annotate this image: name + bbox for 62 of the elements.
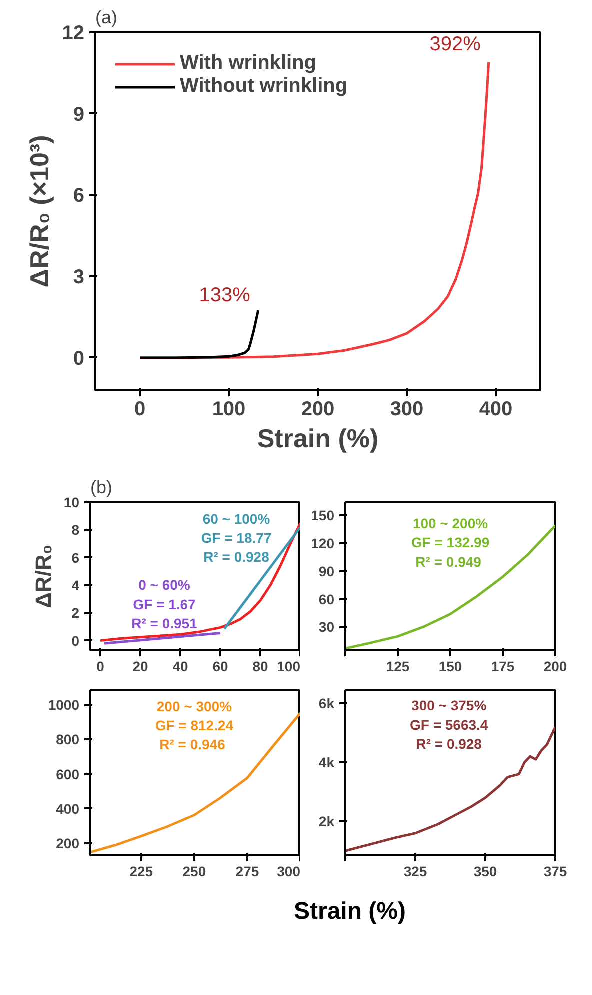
chart-title: (b): [90, 478, 112, 498]
y-tick-label: 400: [56, 800, 80, 817]
x-tick-label: 0: [134, 398, 146, 420]
x-tick-label: 325: [404, 864, 428, 880]
x-axis-title: Strain (%): [294, 897, 406, 927]
x-tick-label: 200: [544, 658, 568, 674]
y-tick-label: 8: [72, 522, 80, 538]
x-tick-label: 40: [172, 658, 188, 674]
y-tick-label: 800: [56, 732, 80, 748]
annotation: 392%: [430, 34, 482, 56]
annotation: 100 ~ 200% GF = 132.99 R² = 0.949: [411, 516, 490, 570]
x-tick-label: 375: [544, 864, 568, 880]
x-tick-label: 80: [252, 658, 268, 674]
annotation: 0 ~ 60% GF = 1.67 R² = 0.951: [132, 577, 198, 632]
y-tick-label: 600: [56, 766, 80, 782]
y-tick-label: 1000: [48, 697, 80, 714]
x-tick-label: 100: [277, 658, 301, 674]
y-tick-label: 6k: [318, 695, 335, 712]
x-tick-label: 300: [277, 864, 301, 880]
y-tick-label: 4: [72, 577, 80, 594]
y-tick-label: 6: [73, 185, 84, 208]
legend-label: Without wrinkling: [180, 75, 348, 98]
y-tick-label: 90: [318, 563, 335, 580]
chart-title: (a): [96, 8, 118, 28]
y-tick-label: 200: [56, 835, 80, 852]
y-tick-label: 3: [73, 266, 84, 289]
line-series: [138, 309, 260, 360]
x-tick-label: 300: [390, 398, 424, 420]
y-tick-label: 12: [62, 22, 85, 44]
y-tick-label: 150: [311, 508, 335, 524]
x-tick-label: 0: [96, 658, 105, 674]
x-tick-label: 250: [182, 864, 206, 880]
x-tick-label: 20: [132, 658, 148, 674]
annotation: 60 ~ 100% GF = 18.77 R² = 0.928: [201, 510, 272, 566]
y-axis-title: ΔR/R₀: [30, 544, 56, 608]
y-tick-label: 4k: [318, 754, 335, 771]
y-tick-label: 30: [318, 619, 335, 636]
x-tick-label: 125: [386, 658, 410, 674]
x-tick-label: 100: [212, 398, 246, 420]
annotation: 300 ~ 375% GF = 5663.4 R² = 0.928: [410, 698, 488, 752]
x-tick-label: 60: [212, 658, 228, 674]
y-tick-label: 2k: [318, 814, 335, 830]
y-axis-title: ΔR/R₀ (×10³): [24, 135, 54, 288]
x-tick-label: 175: [491, 658, 515, 674]
y-tick-label: 0: [73, 348, 84, 370]
x-tick-label: 400: [479, 398, 513, 420]
y-tick-label: 6: [72, 550, 80, 566]
x-tick-label: 275: [236, 864, 260, 880]
x-tick-label: 225: [130, 864, 154, 880]
x-tick-label: 350: [474, 864, 498, 880]
y-tick-label: 0: [72, 632, 80, 649]
y-tick-label: 120: [311, 535, 335, 552]
x-tick-label: 150: [438, 658, 462, 674]
annotation: 200 ~ 300% GF = 812.24 R² = 0.946: [155, 698, 234, 753]
legend-label: With wrinkling: [180, 52, 316, 75]
y-tick-label: 10: [64, 494, 80, 510]
x-axis-title: Strain (%): [257, 424, 379, 454]
annotation: 133%: [199, 284, 251, 306]
y-tick-label: 9: [73, 104, 84, 126]
line-series: [90, 712, 300, 854]
y-tick-label: 2: [72, 605, 80, 622]
y-tick-label: 60: [318, 591, 335, 608]
